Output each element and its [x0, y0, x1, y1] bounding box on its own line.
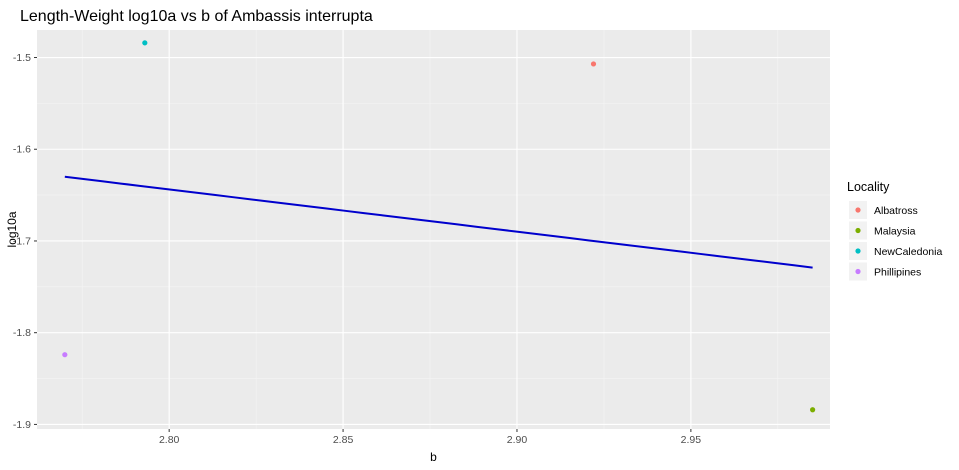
x-tick-label: 2.95 — [681, 434, 702, 446]
x-tick-label: 2.80 — [159, 434, 180, 446]
legend-swatch — [855, 268, 861, 275]
x-axis-title: b — [430, 450, 437, 464]
legend-title: Locality — [847, 180, 890, 194]
x-axis-ticks: 2.80 2.85 2.90 2.95 — [159, 429, 701, 446]
data-points-layer — [62, 40, 816, 413]
y-axis-ticks: -1.5 -1.6 -1.7 -1.8 -1.9 — [13, 52, 37, 431]
data-point-malaysia — [810, 407, 816, 413]
y-axis-title: log10a — [5, 211, 19, 247]
legend-label: Phillipines — [874, 267, 921, 279]
y-tick-label: -1.9 — [13, 419, 31, 431]
data-point-phillipines — [62, 352, 68, 358]
trend-line-layer — [64, 175, 813, 269]
chart-title: Length-Weight log10a vs b of Ambassis in… — [20, 8, 373, 25]
x-tick-label: 2.85 — [333, 434, 354, 446]
legend-swatch — [855, 248, 861, 254]
legend-label: Albatross — [874, 205, 918, 217]
data-point-newcaledonia — [142, 40, 148, 46]
legend-swatch — [855, 207, 861, 213]
x-tick-label: 2.90 — [507, 434, 528, 446]
legend-label: NewCaledonia — [874, 246, 942, 258]
y-tick-label: -1.5 — [13, 52, 31, 64]
legend-label: Malaysia — [874, 226, 916, 238]
data-point-albatross — [590, 61, 597, 67]
plot-panel — [37, 30, 830, 429]
y-tick-label: -1.8 — [13, 327, 31, 339]
y-tick-label: -1.6 — [13, 144, 31, 156]
legend-swatch — [855, 227, 861, 234]
grid-major-lines — [37, 30, 830, 429]
legend-entries: Albatross Malaysia NewCaledonia Phillipines — [849, 201, 942, 281]
legend: Locality Albatross Malaysia NewCaledonia Ph… — [847, 180, 942, 281]
trend-line — [64, 175, 813, 269]
y-tick-label: -1.7 — [13, 235, 31, 247]
